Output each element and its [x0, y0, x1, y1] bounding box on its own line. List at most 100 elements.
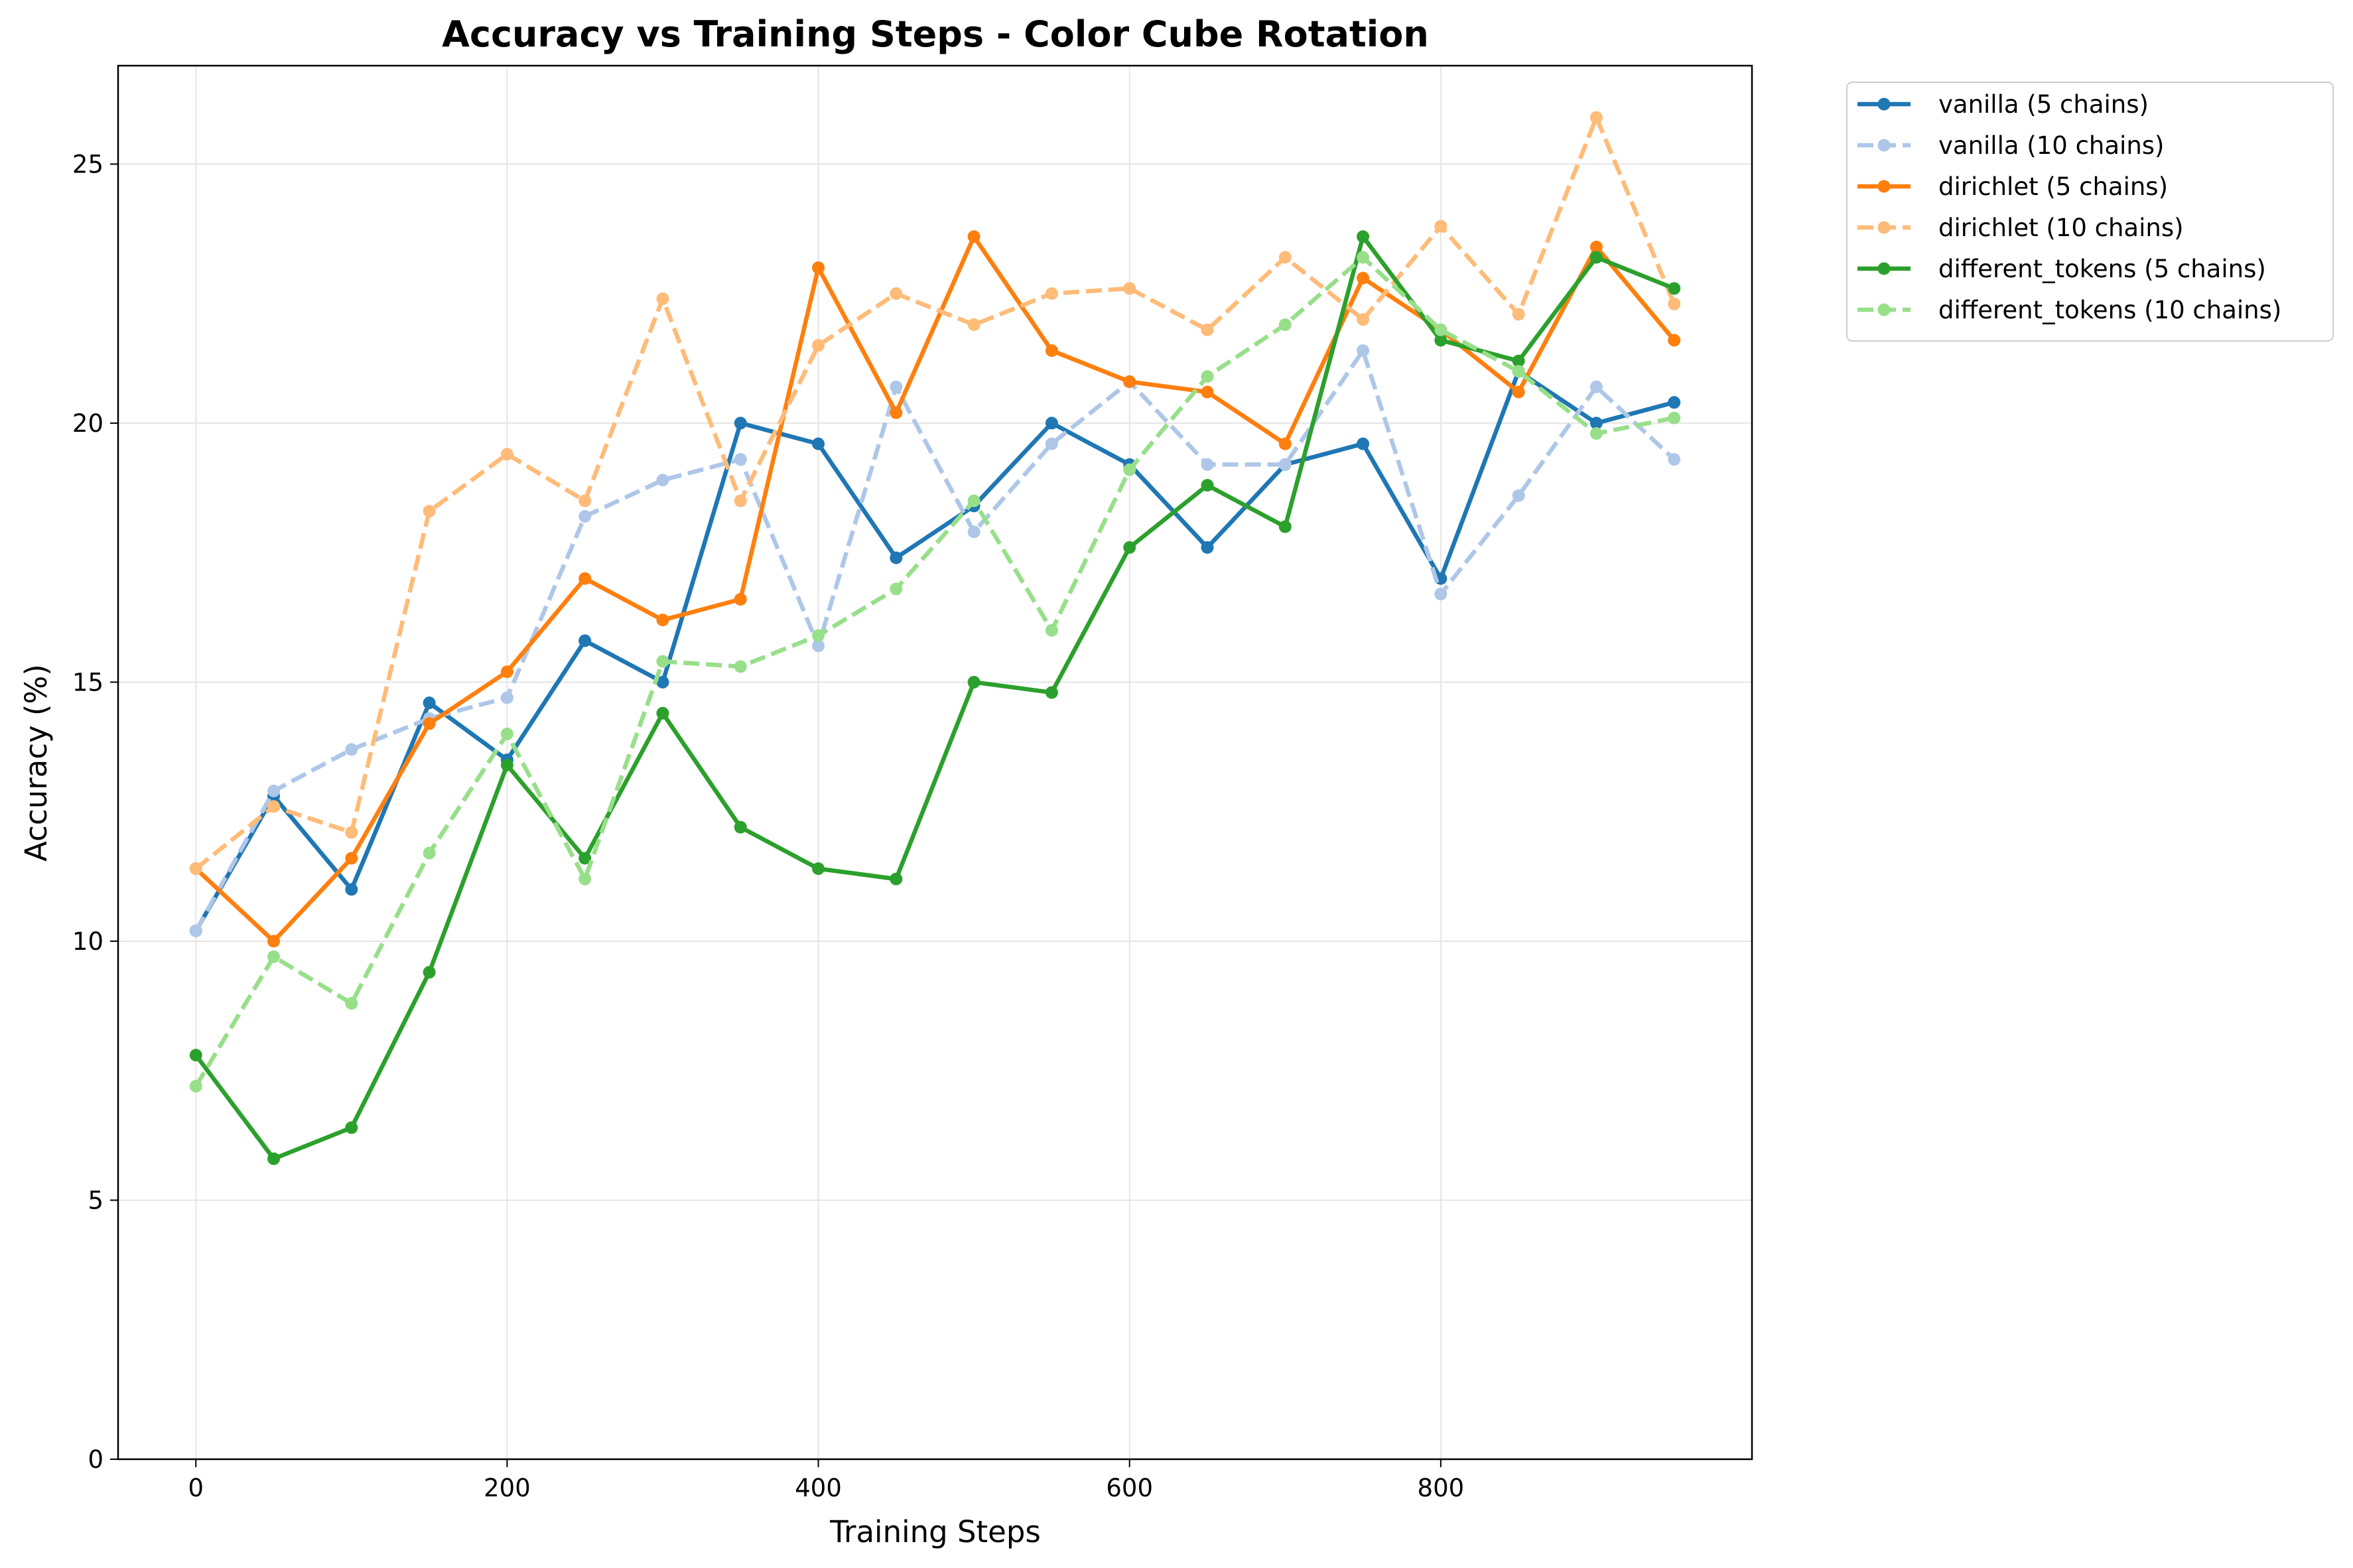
- data-point: [1512, 308, 1525, 321]
- data-point: [1278, 520, 1292, 533]
- data-point: [1589, 111, 1603, 124]
- data-point: [1512, 385, 1525, 399]
- x-axis-label: Training Steps: [829, 1514, 1041, 1549]
- data-point: [1045, 686, 1058, 699]
- series-lines: [189, 111, 1681, 1165]
- y-tick-label: 0: [88, 1445, 103, 1474]
- data-point: [500, 448, 513, 461]
- data-point: [345, 826, 358, 839]
- data-point: [500, 728, 513, 741]
- data-point: [656, 655, 669, 668]
- data-point: [656, 706, 669, 720]
- series-line: [194, 115, 1676, 871]
- y-tick-label: 15: [72, 668, 103, 696]
- data-point: [967, 230, 980, 243]
- data-point: [967, 494, 980, 507]
- y-tick-label: 20: [72, 409, 103, 438]
- series-line: [194, 255, 1675, 1088]
- data-point: [1512, 489, 1525, 502]
- data-point: [1434, 334, 1447, 347]
- series-3: [189, 111, 1681, 876]
- data-point: [890, 551, 903, 564]
- chart-title: Accuracy vs Training Steps - Color Cube …: [442, 13, 1429, 55]
- x-tick-label: 600: [1106, 1474, 1153, 1502]
- data-point: [189, 1049, 202, 1062]
- y-tick-label: 5: [88, 1186, 103, 1214]
- data-point: [734, 494, 747, 507]
- data-point: [1045, 344, 1058, 358]
- data-point: [656, 675, 669, 688]
- data-point: [1123, 463, 1136, 476]
- data-point: [1278, 437, 1292, 450]
- data-point: [734, 592, 747, 606]
- data-point: [1434, 323, 1447, 336]
- data-point: [1668, 411, 1681, 425]
- series-5: [189, 251, 1681, 1093]
- data-point: [578, 872, 592, 885]
- data-point: [1357, 313, 1370, 326]
- x-tick-label: 200: [484, 1474, 531, 1502]
- data-point: [1278, 318, 1292, 332]
- data-point: [1045, 287, 1058, 300]
- data-point: [1201, 323, 1214, 336]
- data-point: [1668, 297, 1681, 310]
- data-point: [189, 924, 202, 937]
- data-point: [1123, 541, 1136, 554]
- data-point: [1045, 623, 1058, 637]
- data-point: [1668, 396, 1681, 409]
- data-point: [1357, 437, 1370, 450]
- data-point: [967, 675, 980, 688]
- data-point: [1589, 251, 1603, 264]
- data-point: [345, 1121, 358, 1134]
- data-point: [1434, 588, 1447, 601]
- legend-label: dirichlet (10 chains): [1938, 214, 2184, 242]
- legend-box: [1846, 82, 2334, 342]
- data-point: [967, 525, 980, 539]
- data-point: [578, 510, 592, 523]
- data-point: [267, 935, 281, 948]
- data-point: [578, 494, 592, 507]
- data-point: [189, 1080, 202, 1093]
- data-point: [267, 800, 281, 813]
- data-point: [890, 872, 903, 885]
- data-point: [423, 505, 436, 518]
- data-point: [578, 572, 592, 585]
- legend-label: vanilla (10 chains): [1938, 131, 2164, 160]
- data-point: [1589, 427, 1603, 440]
- data-point: [1434, 220, 1447, 233]
- data-point: [656, 474, 669, 487]
- data-point: [734, 660, 747, 673]
- data-point: [1045, 417, 1058, 430]
- data-point: [1668, 282, 1681, 295]
- data-point: [1668, 334, 1681, 347]
- data-point: [1357, 344, 1370, 358]
- legend-marker: [1877, 180, 1891, 193]
- plot-frame: [117, 64, 1753, 1461]
- data-point: [1201, 370, 1214, 383]
- legend-label: different_tokens (10 chains): [1938, 296, 2281, 324]
- data-point: [734, 417, 747, 430]
- data-point: [890, 287, 903, 300]
- legend: vanilla (5 chains) vanilla (10 chains) dir…: [1846, 82, 2334, 342]
- data-point: [1589, 380, 1603, 393]
- data-point: [890, 582, 903, 596]
- data-point: [500, 758, 513, 771]
- data-point: [890, 380, 903, 393]
- x-tick-label: 0: [188, 1474, 204, 1502]
- legend-marker: [1877, 139, 1891, 152]
- legend-marker: [1877, 303, 1891, 316]
- data-point: [1278, 458, 1292, 471]
- legend-label: vanilla (5 chains): [1938, 90, 2149, 119]
- data-point: [656, 292, 669, 305]
- data-point: [812, 639, 825, 653]
- data-point: [1123, 375, 1136, 388]
- series-line: [194, 234, 1675, 1161]
- series-4: [189, 230, 1681, 1165]
- data-point: [1668, 453, 1681, 466]
- data-point: [812, 862, 825, 876]
- data-point: [423, 696, 436, 710]
- legend-marker: [1877, 98, 1891, 111]
- data-point: [345, 883, 358, 896]
- legend-marker: [1877, 262, 1891, 275]
- data-point: [812, 437, 825, 450]
